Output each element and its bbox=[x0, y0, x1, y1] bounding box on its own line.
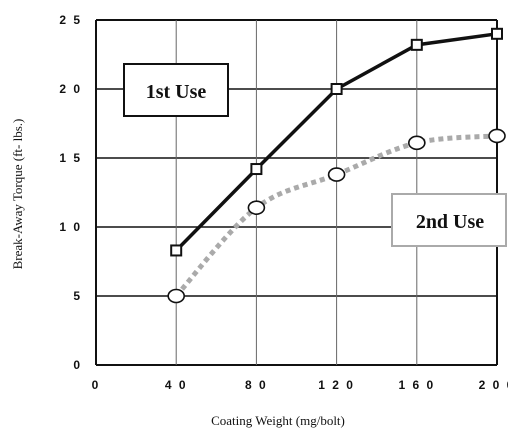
x-tick-label-80: 8 0 bbox=[245, 378, 268, 392]
y-tick-label-0: 0 bbox=[73, 358, 82, 372]
series-2 bbox=[167, 128, 506, 304]
series-2-point-160 bbox=[407, 135, 426, 151]
series-2-point-120 bbox=[327, 167, 346, 182]
annotation-label-1st-use: 1st Use bbox=[146, 81, 207, 103]
tick-labels: 0 5 1 0 1 5 2 0 2 5 0 4 0 8 0 1 2 0 1 6 0 2 0 0 bbox=[59, 13, 508, 392]
annotation-box-2nd-use bbox=[391, 193, 507, 247]
x-axis-title: Coating Weight (mg/bolt) bbox=[211, 413, 345, 428]
x-tick-label-120: 1 2 0 bbox=[318, 378, 355, 392]
annotation-2nd-use: 2nd Use bbox=[391, 193, 507, 247]
series-2-point-40 bbox=[167, 288, 185, 304]
series-1-point-80 bbox=[250, 163, 263, 176]
series-layer bbox=[167, 27, 506, 304]
series-2-point-200 bbox=[488, 128, 506, 144]
annotation-1st-use: 1st Use bbox=[123, 63, 229, 117]
y-tick-label-20: 2 0 bbox=[59, 82, 82, 96]
x-tick-label-200: 2 0 0 bbox=[479, 378, 508, 392]
series-1-point-40 bbox=[170, 244, 183, 257]
y-tick-label-5: 5 bbox=[73, 289, 82, 303]
series-1-point-200 bbox=[491, 27, 503, 40]
y-tick-label-10: 1 0 bbox=[59, 220, 82, 234]
series-1 bbox=[170, 27, 503, 257]
x-tick-label-40: 4 0 bbox=[165, 378, 188, 392]
y-axis-title: Break-Away Torque (ft- lbs.) bbox=[10, 119, 25, 270]
series-2-line bbox=[174, 133, 498, 298]
annotation-box-1st-use bbox=[123, 63, 229, 117]
series-1-point-120 bbox=[330, 83, 343, 95]
y-tick-label-25: 2 5 bbox=[59, 13, 82, 27]
grid bbox=[95, 19, 498, 366]
series-2-point-80 bbox=[247, 200, 266, 215]
y-tick-label-15: 1 5 bbox=[59, 151, 82, 165]
series-1-point-160 bbox=[410, 38, 423, 51]
x-tick-label-160: 1 6 0 bbox=[398, 378, 435, 392]
annotation-label-2nd-use: 2nd Use bbox=[416, 211, 484, 233]
x-tick-label-0: 0 bbox=[92, 378, 101, 392]
